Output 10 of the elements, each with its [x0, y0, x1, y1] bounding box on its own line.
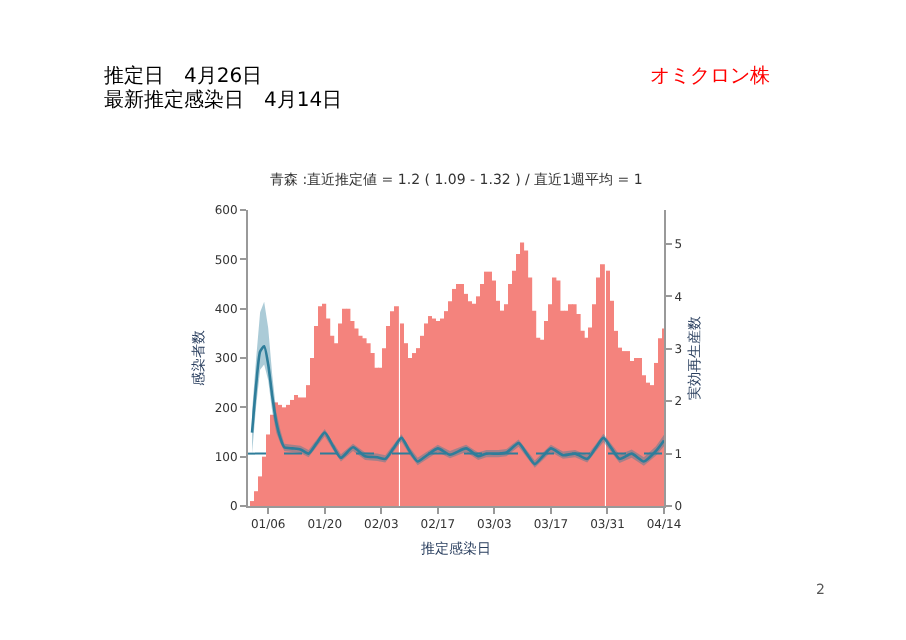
bar — [394, 306, 399, 506]
bar — [282, 407, 286, 506]
bar — [606, 270, 610, 506]
bar — [600, 264, 605, 506]
bar — [322, 303, 327, 506]
bar — [524, 250, 529, 506]
chart-subtitle: 最新推定感染日 4月14日 — [104, 88, 343, 112]
text: オミクロン株 — [650, 64, 770, 88]
chart-title: 推定日 4月26日 — [104, 64, 263, 88]
line-series — [250, 344, 664, 466]
